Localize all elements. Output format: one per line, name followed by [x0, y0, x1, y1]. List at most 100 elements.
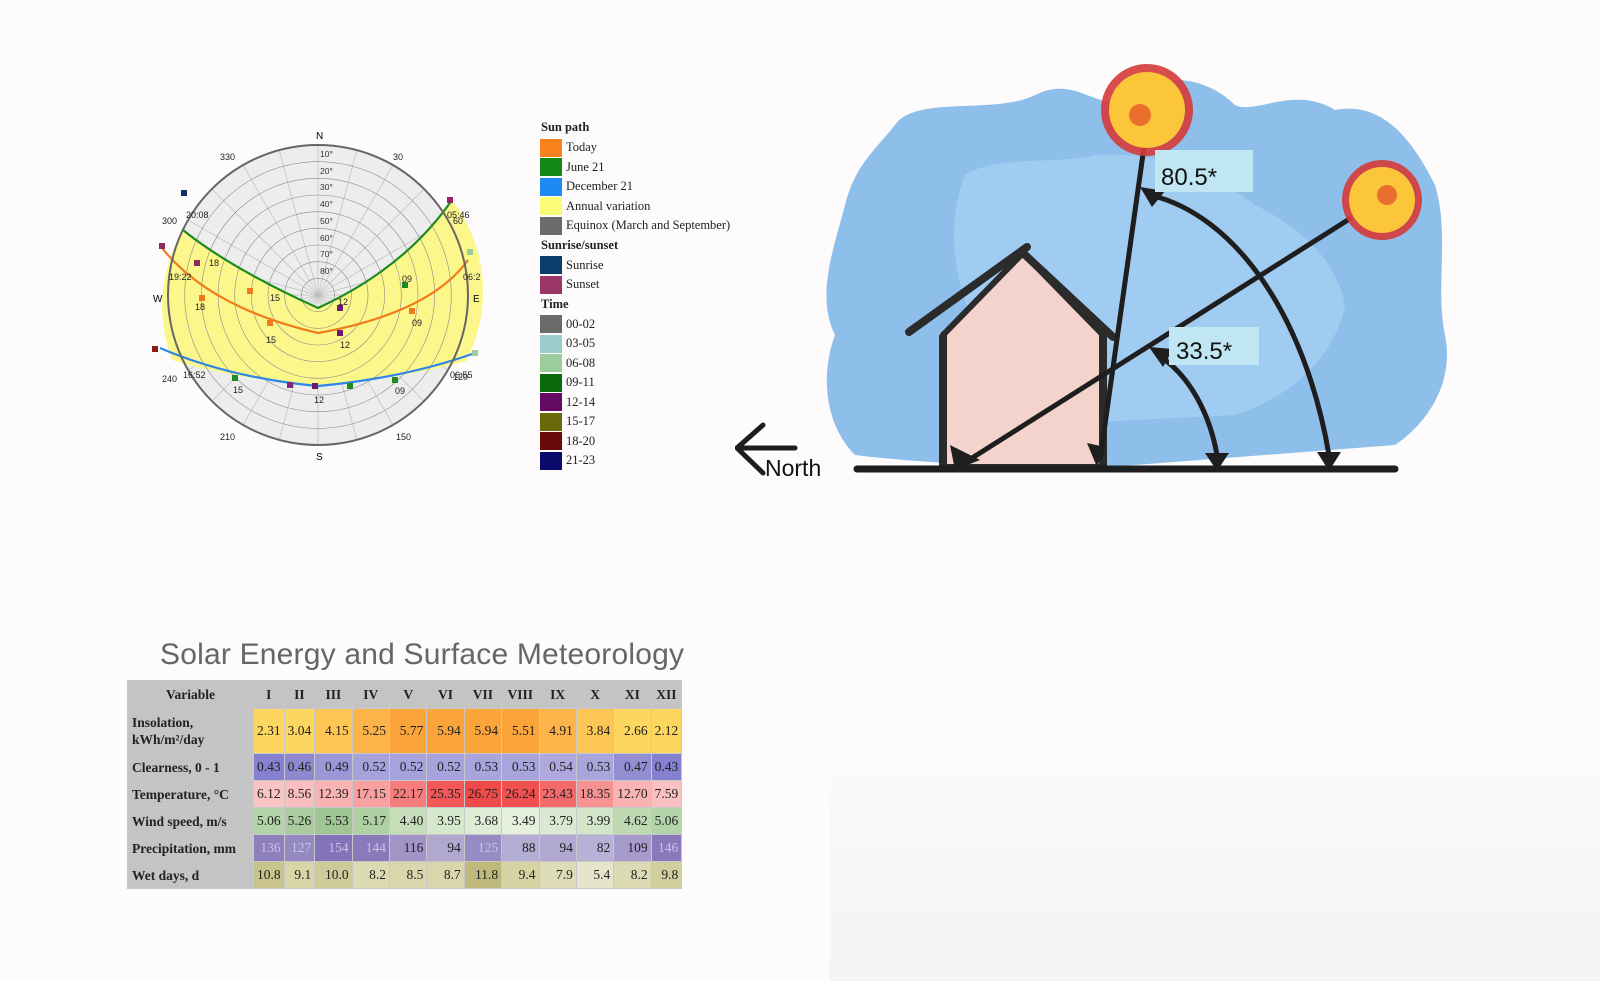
table-cell: 0.54: [538, 753, 577, 781]
table-cell: 154: [314, 834, 353, 862]
legend-item: Sunset: [540, 275, 750, 295]
north-label: N: [316, 131, 323, 142]
header-month: XI: [613, 680, 652, 709]
today-time-09: 09: [412, 318, 422, 328]
dec-time-sunrise: 06:55: [450, 370, 473, 380]
legend-label: Sunset: [566, 277, 600, 292]
legend-item: Sunrise: [540, 256, 750, 276]
legend-label: 06-08: [566, 355, 596, 370]
legend-label: Annual variation: [566, 198, 651, 213]
header-variable: Variable: [127, 680, 254, 709]
sun-angle-sketch: 80.5* 33.5* North: [735, 64, 1447, 481]
west-label: W: [153, 294, 163, 305]
table-row: Wind speed, m/s 5.06 5.26 5.53 5.17 4.40 3.95 3…: [127, 807, 683, 835]
header-month: XII: [650, 680, 683, 709]
table-cell: 8.5: [388, 861, 428, 889]
azimuth-210: 210: [220, 432, 235, 442]
legend-swatch: [540, 256, 562, 275]
legend-label: Equinox (March and September): [566, 218, 731, 233]
time-marker: [312, 383, 318, 389]
time-marker: [467, 249, 473, 255]
legend-swatch: [540, 275, 562, 294]
table-cell: 8.56: [283, 780, 316, 808]
time-marker: [152, 346, 158, 352]
table-cell: 0.53: [575, 753, 615, 781]
legend-label: Sunrise: [566, 257, 604, 272]
table-cell: 5.17: [351, 807, 391, 835]
june-time-15: 15: [270, 293, 280, 303]
azimuth-300: 300: [162, 216, 177, 226]
legend-item: 15-17: [540, 412, 750, 432]
today-time-15: 15: [266, 335, 276, 345]
table-cell: 0.52: [388, 753, 428, 781]
table-cell: 4.62: [613, 807, 652, 835]
june-time-sunset: 20:08: [186, 210, 209, 220]
altitude-ring: [301, 278, 335, 312]
arc-low: [1156, 352, 1220, 456]
table-cell: 0.52: [426, 753, 465, 781]
azimuth-line: [211, 188, 319, 296]
header-month: VI: [426, 680, 465, 709]
row-label: Clearness, 0 - 1: [127, 753, 254, 781]
table-cell: 0.53: [501, 753, 540, 781]
azimuth-30: 30: [393, 152, 403, 162]
legend-swatch: [540, 334, 562, 353]
header-month: IV: [351, 680, 391, 709]
legend-section-title: Time: [541, 296, 569, 311]
table-cell: 146: [650, 834, 683, 862]
time-marker: [194, 260, 200, 266]
legend-item: 00-02: [540, 315, 750, 335]
table-cell: 5.77: [388, 708, 428, 754]
legend-swatch: [540, 354, 562, 373]
legend-swatch: [540, 158, 562, 177]
legend-item: 12-14: [540, 393, 750, 413]
table-cell: 5.06: [253, 807, 285, 835]
altitude-ring: [234, 211, 402, 379]
table-cell: 0.43: [650, 753, 683, 781]
legend-label: 18-20: [566, 433, 596, 448]
table-header-row: Variable I II III IV V VI VII VIII IX X XI XII: [127, 680, 683, 709]
table-cell: 4.40: [388, 807, 428, 835]
legend-label: 03-05: [566, 336, 596, 351]
legend-swatch: [540, 412, 562, 431]
table-cell: 23.43: [538, 780, 577, 808]
table-cell: 8.2: [613, 861, 652, 889]
table-row: Insolation, kWh/m²/day 2.31 3.04 4.15 5.25 5.…: [127, 708, 683, 754]
legend-swatch: [540, 373, 562, 392]
legend-item: 03-05: [540, 334, 750, 354]
altitude-60: 60°: [320, 233, 333, 243]
altitude-10: 10°: [320, 149, 333, 159]
dec-time-sunset: 16:52: [183, 370, 206, 380]
header-month: II: [283, 680, 316, 709]
table-cell: 10.8: [253, 861, 285, 889]
table-cell: 82: [575, 834, 615, 862]
east-label: E: [473, 294, 480, 305]
table-body: Insolation, kWh/m²/day 2.31 3.04 4.15 5.25 5.…: [127, 708, 683, 889]
june-time-sunrise: 05:46: [447, 210, 470, 220]
time-marker: [181, 190, 187, 196]
azimuth-line: [242, 164, 319, 296]
june-21-path: [182, 199, 453, 310]
table-cell: 9.4: [501, 861, 540, 889]
legend-swatch: [540, 432, 562, 451]
legend-swatch: [540, 315, 562, 334]
legend-label: 09-11: [566, 375, 595, 390]
legend-label: 12-14: [566, 394, 596, 409]
time-marker: [409, 308, 415, 314]
time-marker: [199, 295, 205, 301]
sun-low-ray: [950, 215, 1353, 470]
table-cell: 3.49: [501, 807, 540, 835]
row-label: Precipitation, mm: [127, 834, 254, 862]
table-cell: 0.49: [314, 753, 353, 781]
table-cell: 94: [426, 834, 465, 862]
sun-high-ray: [1087, 139, 1148, 467]
table-cell: 0.52: [351, 753, 391, 781]
table-cell: 26.24: [501, 780, 540, 808]
table-cell: 88: [501, 834, 540, 862]
north-arrow: [735, 422, 798, 476]
azimuth-150: 150: [396, 432, 411, 442]
legend-section-title: Sunrise/sunset: [541, 237, 619, 252]
table-cell: 25.35: [426, 780, 465, 808]
azimuth-line: [278, 150, 319, 296]
altitude-ring: [184, 161, 452, 429]
